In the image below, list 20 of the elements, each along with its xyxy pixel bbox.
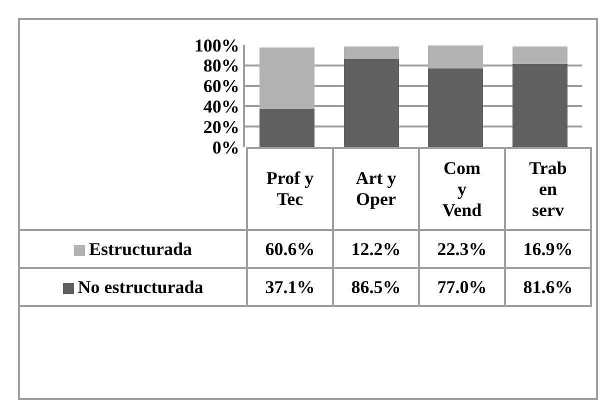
x-tick-label: Prof y Tec — [247, 148, 333, 230]
y-tick-label: 60% — [203, 76, 240, 96]
x-tick-label: Trab en serv — [505, 148, 591, 230]
y-tick-label: 40% — [203, 96, 240, 116]
data-label: 77.0% — [419, 268, 505, 306]
data-label: 37.1% — [247, 268, 333, 306]
legend-label: Estructurada — [89, 238, 192, 258]
y-tick-label: 80% — [203, 56, 240, 76]
data-label: 81.6% — [505, 268, 591, 306]
data-label: 12.2% — [333, 230, 419, 268]
data-label: 86.5% — [333, 268, 419, 306]
x-tick-label: Com y Vend — [419, 148, 505, 230]
y-tick-label: 100% — [194, 35, 240, 56]
data-label: 22.3% — [419, 230, 505, 268]
x-tick-label: Art y Oper — [333, 148, 419, 230]
y-tick-label: 20% — [203, 116, 240, 137]
data-label: 60.6% — [247, 230, 333, 268]
legend-label: No estructurada — [78, 276, 204, 296]
data-label: 16.9% — [505, 230, 591, 268]
y-tick-label: 0% — [212, 137, 240, 158]
